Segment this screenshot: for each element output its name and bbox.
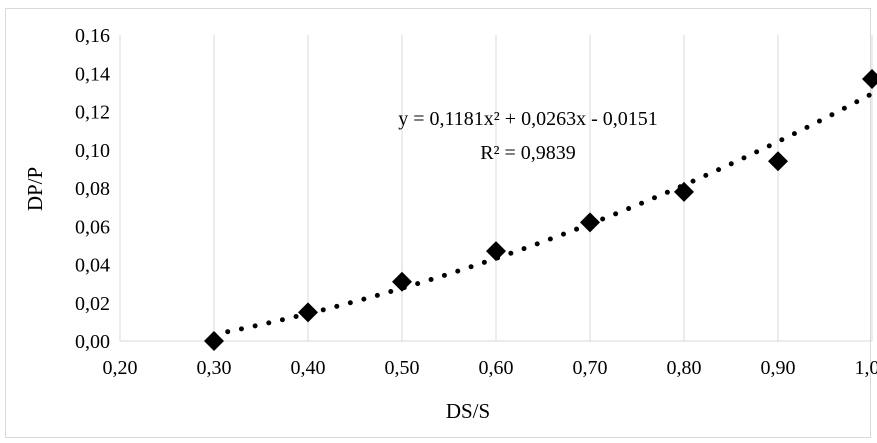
x-tick-labels: 0,20 0,30 0,40 0,50 0,60 0,70 0,80 0,90 1,00 — [103, 357, 877, 379]
data-point — [862, 68, 877, 89]
x-tick-label: 0,30 — [197, 357, 232, 379]
y-axis-title: DP/P — [23, 167, 47, 211]
x-tick-label: 0,80 — [667, 357, 702, 379]
y-tick-label: 0,04 — [75, 255, 110, 277]
x-axis-title: DS/S — [446, 399, 490, 423]
y-tick-labels: 0,00 0,02 0,04 0,06 0,08 0,10 0,12 0,14 0,16 — [75, 25, 110, 353]
grid-lines — [213, 35, 873, 341]
x-tick-label: 0,20 — [103, 357, 138, 379]
y-tick-label: 0,06 — [75, 216, 110, 238]
y-tick-label: 0,12 — [75, 102, 110, 124]
y-tick-label: 0,00 — [75, 331, 110, 353]
y-tick-label: 0,10 — [75, 140, 110, 162]
chart-frame — [5, 8, 871, 438]
y-tick-label: 0,02 — [75, 293, 110, 315]
x-tick-label: 0,90 — [761, 357, 796, 379]
data-point — [768, 151, 788, 172]
data-point — [580, 212, 600, 233]
axes — [119, 35, 872, 342]
data-point — [298, 302, 318, 323]
x-tick-label: 0,60 — [479, 357, 514, 379]
x-tick-label: 0,70 — [573, 357, 608, 379]
data-point — [392, 271, 412, 292]
y-tick-label: 0,08 — [75, 178, 110, 200]
data-point — [204, 331, 224, 351]
y-tick-label: 0,16 — [75, 25, 110, 47]
x-tick-label: 0,40 — [291, 357, 326, 379]
trendline-equation: y = 0,1181x² + 0,0263x - 0,0151 — [398, 108, 657, 130]
r-squared-label: R² = 0,9839 — [480, 142, 576, 164]
data-point — [486, 241, 506, 262]
trendline — [211, 91, 875, 337]
y-tick-label: 0,14 — [75, 63, 110, 85]
x-tick-label: 1,00 — [855, 357, 877, 379]
data-point — [674, 181, 694, 202]
data-points — [204, 68, 877, 351]
x-tick-label: 0,50 — [385, 357, 420, 379]
trendline-path — [211, 91, 875, 337]
